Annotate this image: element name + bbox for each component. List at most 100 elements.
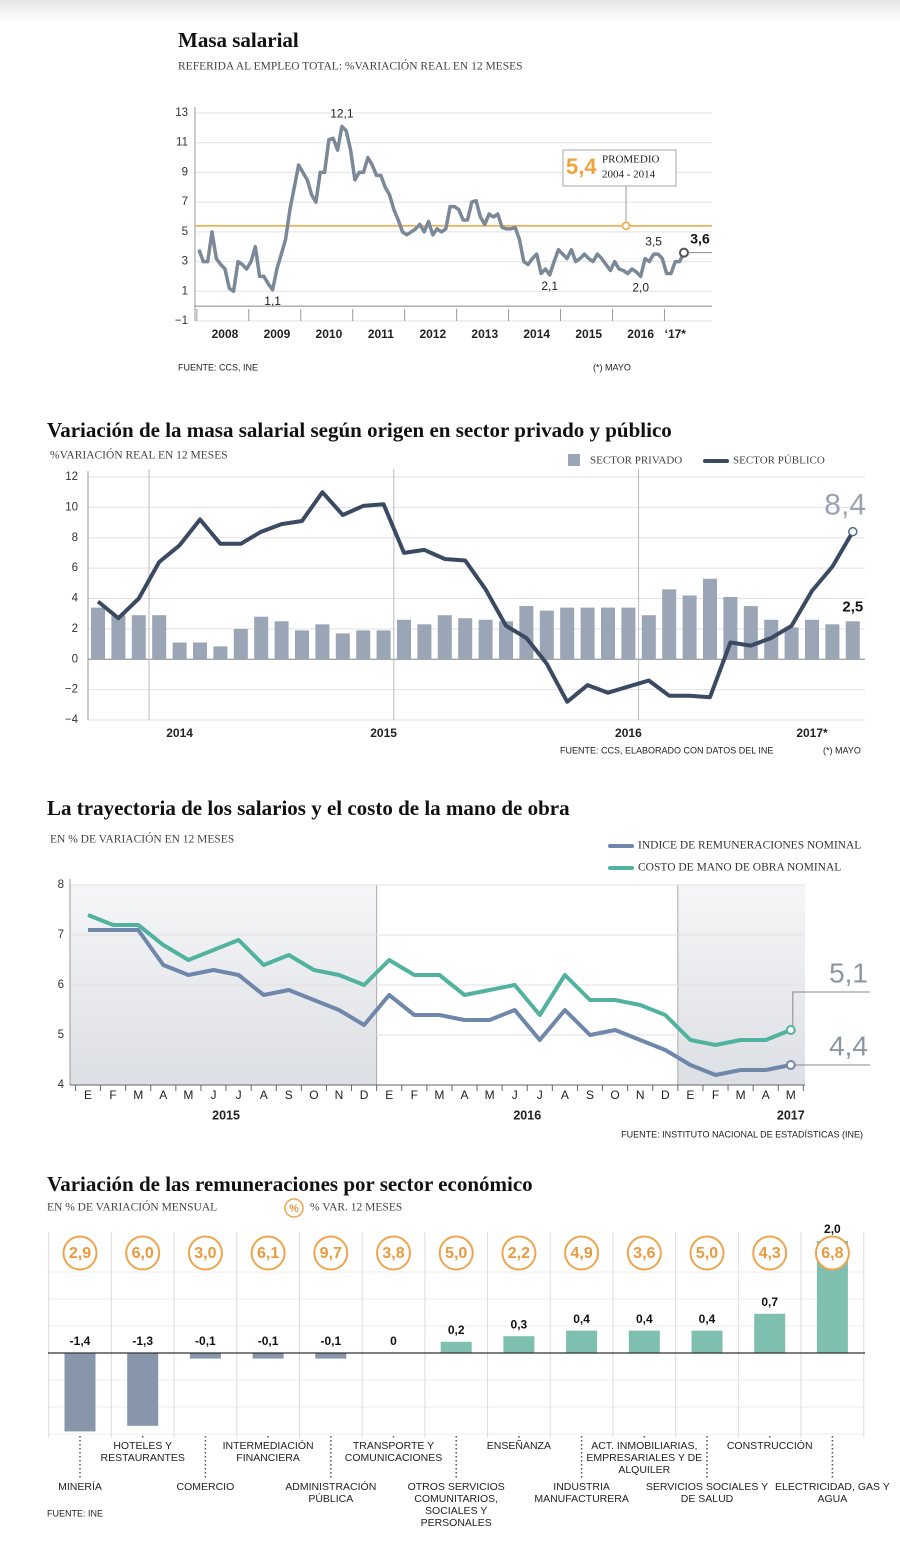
x-tick-label: E: [686, 1088, 694, 1102]
x-tick-label: 2017*: [796, 726, 828, 740]
data-label: 2,5: [842, 598, 863, 615]
data-label: 0,4: [636, 1312, 653, 1326]
data-label: 0: [390, 1334, 397, 1348]
x-tick-label: M: [485, 1088, 495, 1102]
bar: [703, 578, 717, 660]
reference-text: PROMEDIO: [602, 154, 660, 166]
category-label: COMERCIO: [176, 1481, 235, 1493]
x-tick-label: 2012: [419, 327, 446, 341]
x-tick-label: A: [561, 1088, 569, 1102]
x-tick-label: M: [786, 1088, 796, 1102]
x-tick-label: O: [610, 1088, 619, 1102]
category-label: ENSEÑANZA: [486, 1440, 551, 1452]
legend-label: % VAR. 12 MESES: [310, 1202, 402, 1214]
x-tick-label: J: [537, 1088, 543, 1102]
annual-label: 5,0: [696, 1245, 718, 1262]
annual-circle: [376, 1235, 411, 1271]
annual-circle: [626, 1235, 662, 1271]
annual-circle: [752, 1235, 788, 1271]
bar: [754, 1313, 786, 1353]
x-tick-label: 2009: [264, 327, 291, 341]
category-label: HOTELES Y RESTAURANTES: [100, 1440, 185, 1464]
bar: [503, 1336, 535, 1353]
data-label: -1,4: [70, 1334, 91, 1348]
annual-label: 6,8: [821, 1245, 843, 1262]
x-tick-label: J: [236, 1088, 242, 1102]
legend-symbol: [284, 1198, 304, 1218]
y-tick-label: 4: [72, 593, 79, 605]
annual-label: 6,0: [132, 1245, 154, 1262]
end-marker: [785, 1060, 796, 1070]
chart-title: Masa salarial: [178, 28, 299, 52]
x-tick-label: 2010: [316, 327, 343, 341]
bar: [172, 642, 187, 660]
x-tick-label: J: [512, 1088, 518, 1102]
y-tick-label: 11: [176, 137, 188, 149]
bar: [458, 618, 473, 660]
bar: [784, 627, 799, 660]
end-label: 8,4: [824, 489, 866, 522]
data-label: -0,1: [320, 1334, 341, 1348]
data-label: 0,2: [448, 1323, 465, 1337]
x-tick-label: S: [285, 1088, 293, 1102]
bar: [566, 1330, 598, 1353]
x-tick-label: A: [159, 1088, 167, 1102]
annual-circle: [313, 1235, 349, 1271]
data-label: 0,4: [573, 1312, 590, 1326]
x-tick-label: A: [762, 1088, 770, 1102]
chart-title: Variación de la masa salarial según orig…: [47, 418, 672, 442]
y-tick-label: 6: [58, 979, 64, 991]
year-label: 2016: [513, 1108, 541, 1122]
y-tick-label: 1: [182, 285, 188, 297]
bar: [519, 606, 534, 660]
end-label: 4,4: [829, 1030, 868, 1061]
annual-label: 4,3: [759, 1245, 781, 1262]
category-label: INDUSTRIA MANUFACTURERA: [534, 1481, 629, 1505]
data-label: 0,3: [511, 1317, 528, 1331]
category-label: MINERÍA: [58, 1481, 102, 1493]
bar: [315, 624, 330, 660]
bar: [193, 642, 207, 660]
y-tick-label: 7: [58, 929, 64, 941]
year-label: 2017: [777, 1108, 805, 1122]
bar: [111, 615, 126, 660]
legend-label: SECTOR PÚBLICO: [733, 455, 825, 467]
end-label: 3,6: [690, 230, 710, 246]
data-label: 2,1: [541, 279, 558, 293]
bar: [601, 607, 615, 660]
bar: [560, 607, 575, 660]
y-tick-label: 7: [182, 196, 188, 208]
y-tick-label: 5: [182, 226, 188, 238]
category-label: OTROS SERVICIOS COMUNITARIOS, SOCIALES Y…: [407, 1481, 505, 1529]
bar: [662, 589, 677, 660]
x-tick-label: 2008: [212, 327, 239, 341]
bar: [356, 630, 371, 660]
x-tick-label: A: [260, 1088, 268, 1102]
reference-box: [562, 149, 677, 187]
bar: [723, 596, 738, 660]
data-label: 2,0: [824, 1222, 841, 1236]
end-marker: [848, 526, 858, 537]
annual-circle: [62, 1235, 98, 1271]
bar: [825, 624, 840, 660]
data-label: -1,3: [132, 1334, 153, 1348]
y-tick-label: 5: [58, 1029, 64, 1041]
y-tick-label: 4: [58, 1079, 65, 1091]
data-label: 0,4: [699, 1312, 716, 1326]
bar: [64, 1353, 96, 1432]
chart-subtitle: EN % DE VARIACIÓN EN 12 MESES: [50, 832, 234, 846]
data-label: 2,0: [632, 281, 649, 295]
reference-period: 2004 - 2014: [602, 169, 656, 181]
reference-marker: [621, 221, 631, 231]
category-label: ACT. INMOBILIARIAS, EMPRESARIALES Y DE A…: [586, 1440, 703, 1476]
data-label: 0,7: [761, 1295, 778, 1309]
note: (*) MAYO: [593, 362, 631, 372]
y-tick-label: 6: [72, 562, 78, 574]
bar: [254, 616, 269, 660]
x-tick-label: J: [211, 1088, 217, 1102]
bar: [539, 610, 554, 660]
chart-title: La trayectoria de los salarios y el cost…: [47, 796, 570, 820]
annual-label: 3,6: [633, 1245, 655, 1262]
bar: [335, 633, 350, 660]
x-tick-label: F: [109, 1088, 116, 1102]
